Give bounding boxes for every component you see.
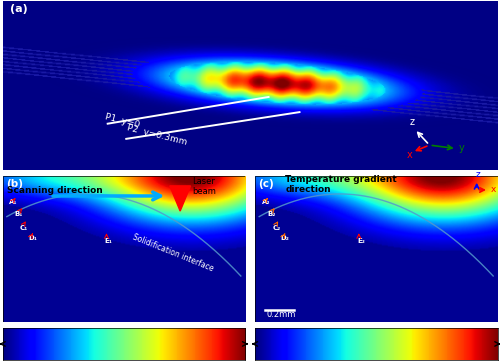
Text: Solidification interface: Solidification interface — [131, 233, 214, 273]
Text: D₁: D₁ — [28, 235, 38, 241]
Text: Scanning direction: Scanning direction — [7, 186, 102, 195]
Text: E₂: E₂ — [357, 238, 365, 244]
Text: A₁: A₁ — [10, 199, 18, 205]
Text: (a): (a) — [10, 4, 28, 14]
Polygon shape — [170, 186, 190, 211]
Text: C₁: C₁ — [20, 225, 28, 231]
Text: Temperature gradient
direction: Temperature gradient direction — [285, 174, 397, 194]
Text: A₂: A₂ — [262, 199, 270, 205]
Text: Laser
beam: Laser beam — [192, 177, 216, 196]
Text: D₂: D₂ — [281, 235, 289, 241]
Text: C₂: C₂ — [272, 225, 280, 231]
Text: y: y — [459, 143, 465, 153]
Text: z: z — [476, 170, 480, 179]
Text: B₁: B₁ — [14, 211, 23, 217]
Text: 0.2mm: 0.2mm — [266, 310, 296, 319]
Text: E₁: E₁ — [105, 238, 112, 244]
Text: x: x — [407, 149, 413, 160]
Text: P1  y=0: P1 y=0 — [104, 112, 141, 129]
Text: x: x — [490, 185, 496, 194]
Text: P2  y=0.3mm: P2 y=0.3mm — [126, 123, 188, 147]
Text: z: z — [410, 117, 414, 127]
Text: (c): (c) — [258, 179, 274, 189]
Text: B₂: B₂ — [267, 211, 276, 217]
Text: (b): (b) — [6, 179, 23, 189]
